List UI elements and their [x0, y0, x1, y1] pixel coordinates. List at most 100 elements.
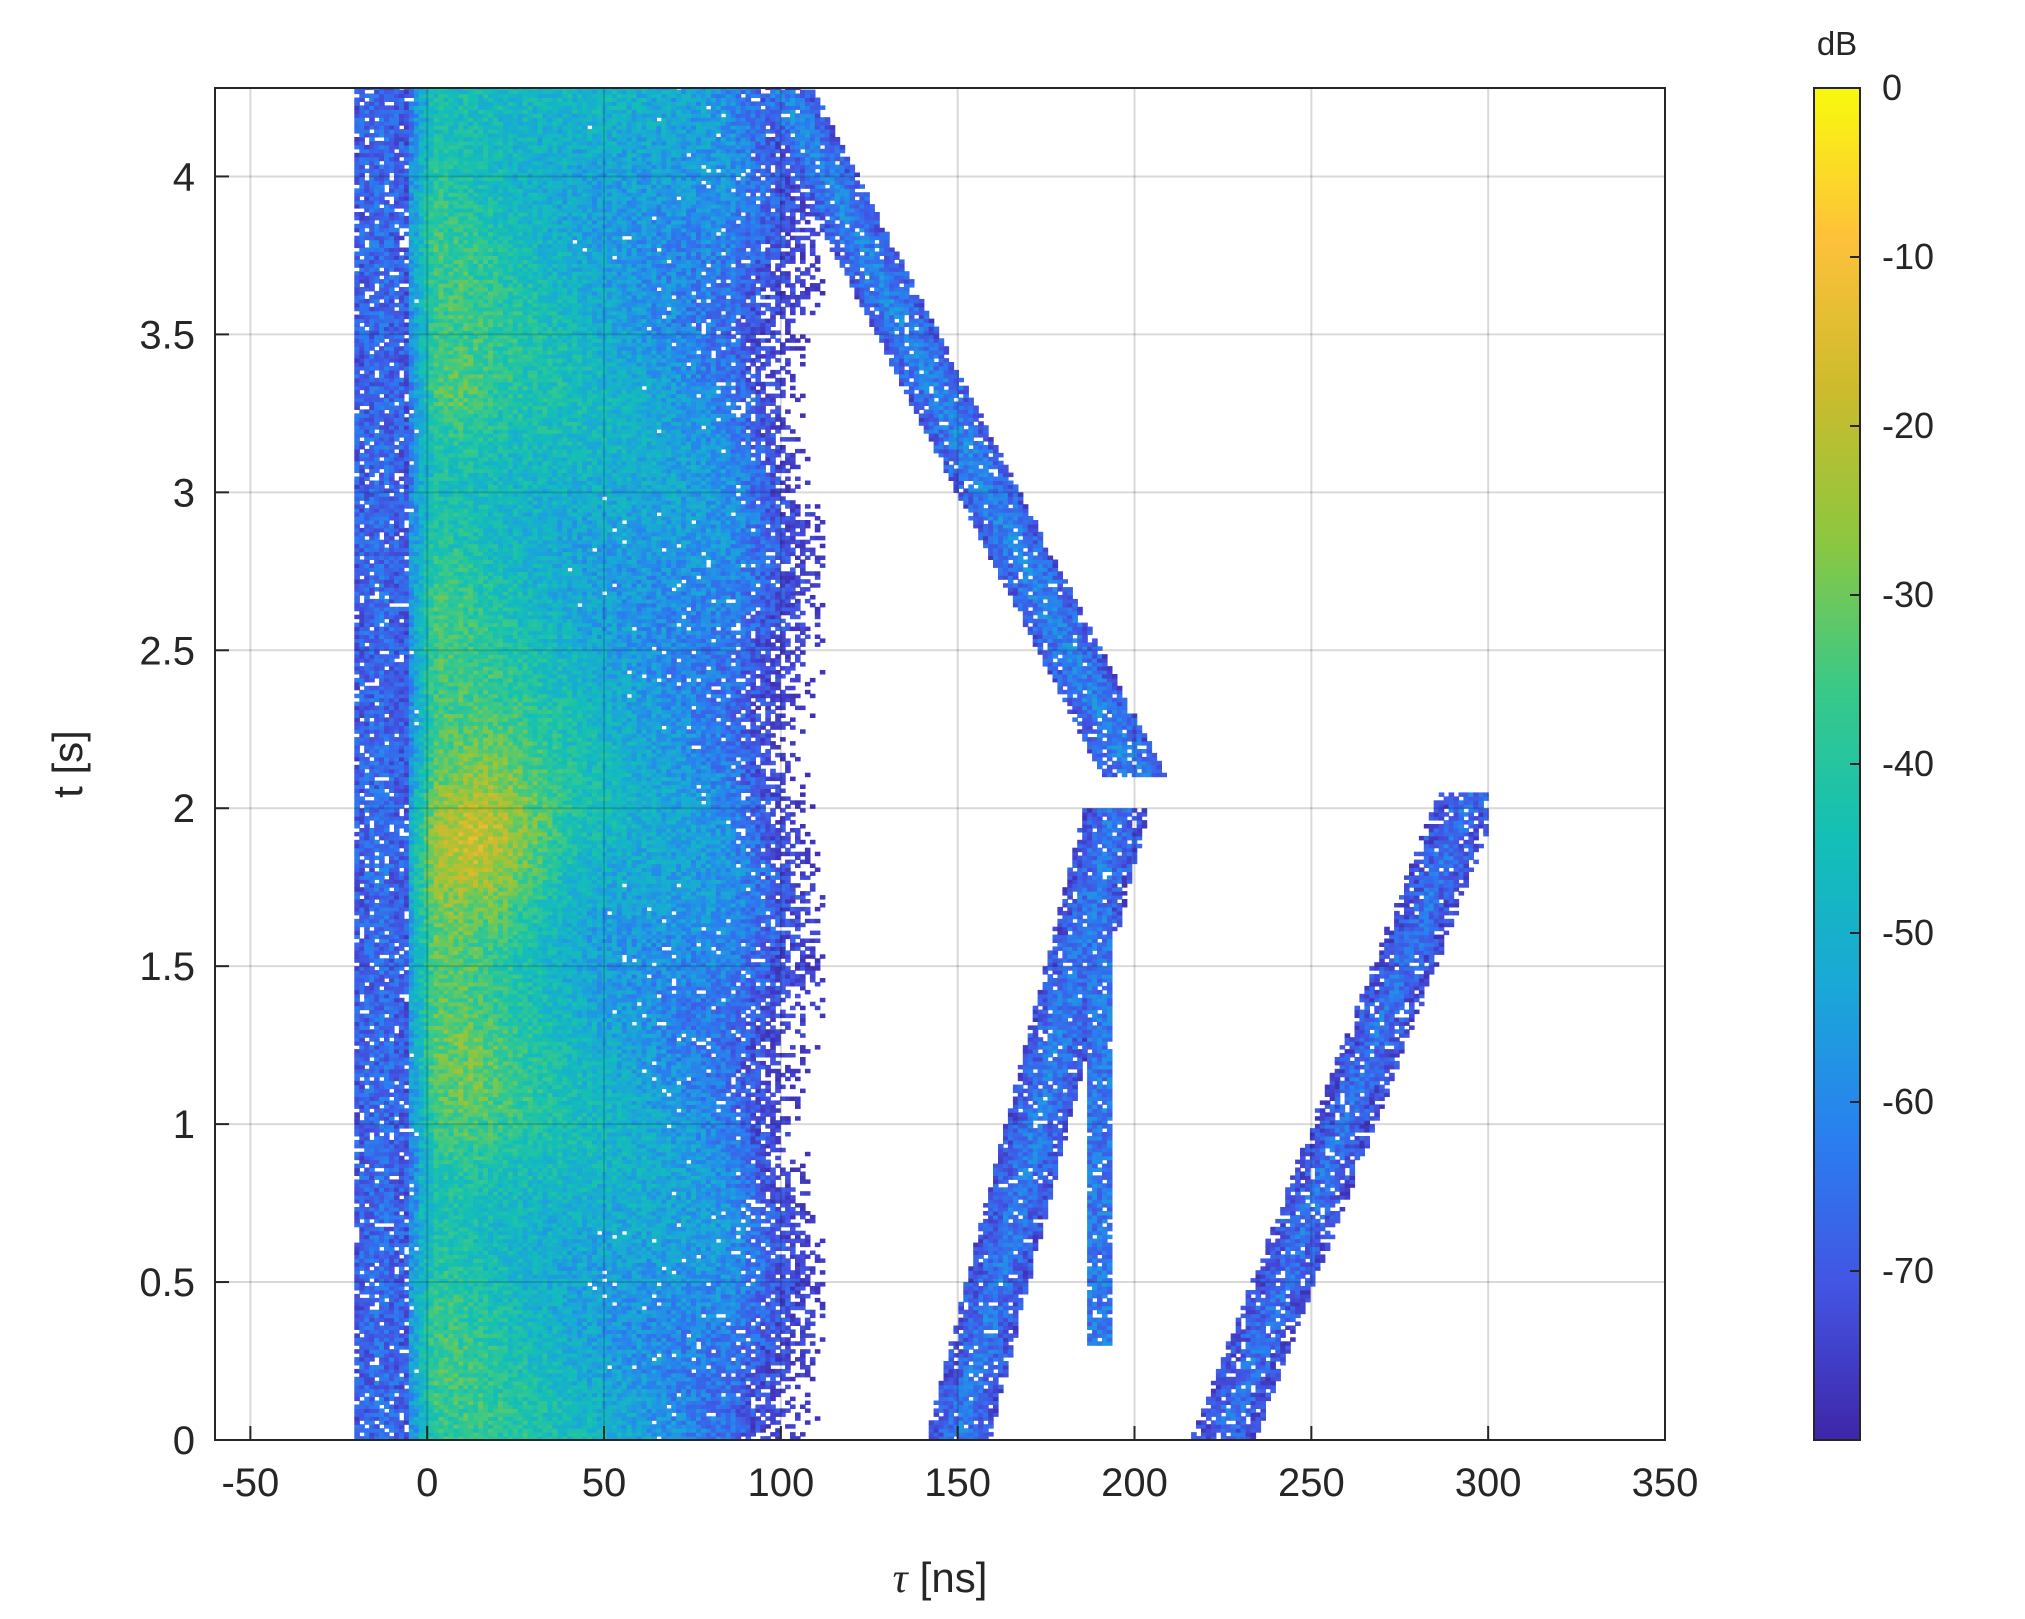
heatmap-cell [1260, 1412, 1266, 1417]
heatmap-cell [795, 1412, 801, 1417]
heatmap-cell [587, 1401, 593, 1406]
heatmap-cell [518, 1420, 524, 1425]
heatmap-cell [612, 1432, 618, 1437]
heatmap-cell [394, 1401, 400, 1406]
heatmap-cell [612, 1412, 618, 1417]
heatmap-cell [627, 1420, 633, 1425]
heatmap-cell [478, 1420, 484, 1425]
heatmap-cell [587, 1408, 593, 1413]
heatmap-cell [770, 1408, 776, 1413]
heatmap-cell [538, 1416, 544, 1421]
heatmap-cell [399, 1420, 405, 1425]
heatmap-cell [488, 1412, 494, 1417]
heatmap-cell [746, 1401, 752, 1406]
heatmap-cell [552, 1416, 558, 1421]
heatmap-cell [755, 1424, 761, 1429]
heatmap-cell [567, 1424, 573, 1429]
heatmap-cell [627, 1424, 633, 1429]
heatmap-cell [444, 1424, 450, 1429]
heatmap-cell [1236, 1412, 1242, 1417]
heatmap-cell [958, 1401, 964, 1406]
heatmap-cell [513, 1408, 519, 1413]
heatmap-cell [473, 1405, 479, 1410]
heatmap-cell [468, 1405, 474, 1410]
heatmap-cell [587, 1405, 593, 1410]
heatmap-cell [741, 1408, 747, 1413]
heatmap-cell [557, 1401, 563, 1406]
heatmap-cell [523, 1412, 529, 1417]
heatmap-cell [409, 1424, 415, 1429]
heatmap-cell [706, 1405, 712, 1410]
heatmap-cell [394, 1416, 400, 1421]
heatmap-cell [958, 1405, 964, 1410]
heatmap-cell [963, 1405, 969, 1410]
heatmap-cell [552, 1432, 558, 1437]
heatmap-cell [934, 1401, 940, 1406]
heatmap-cell [632, 1416, 638, 1421]
heatmap-cell [701, 1432, 707, 1437]
heatmap-cell [419, 1416, 425, 1421]
heatmap-cell [711, 1428, 717, 1433]
heatmap-cell [1236, 1420, 1242, 1425]
heatmap-cell [567, 1432, 573, 1437]
heatmap-cell [632, 1405, 638, 1410]
heatmap-cell [1221, 1408, 1227, 1413]
heatmap-cell [983, 1401, 989, 1406]
heatmap-cell [547, 1428, 553, 1433]
heatmap-cell [552, 1408, 558, 1413]
heatmap-cell [538, 1432, 544, 1437]
heatmap-cell [1201, 1424, 1207, 1429]
heatmap-cell [785, 1408, 791, 1413]
heatmap-cell [503, 1405, 509, 1410]
heatmap-cell [681, 1424, 687, 1429]
heatmap-cell [1201, 1412, 1207, 1417]
heatmap-cell [696, 1412, 702, 1417]
heatmap-cell [1206, 1416, 1212, 1421]
heatmap-cell [661, 1424, 667, 1429]
heatmap-cell [364, 1432, 370, 1437]
heatmap-cell [1221, 1416, 1227, 1421]
heatmap-cell [968, 1420, 974, 1425]
heatmap-cell [404, 1401, 410, 1406]
heatmap-cell [473, 1412, 479, 1417]
heatmap-cell [760, 1408, 766, 1413]
heatmap-cell [696, 1405, 702, 1410]
heatmap-cell [463, 1401, 469, 1406]
heatmap-cell [800, 1405, 806, 1410]
heatmap-cell [597, 1424, 603, 1429]
heatmap-cell [577, 1432, 583, 1437]
heatmap-cell [944, 1432, 950, 1437]
heatmap-cell [1256, 1401, 1262, 1406]
heatmap-cell [815, 1416, 821, 1421]
heatmap-cell [701, 1401, 707, 1406]
heatmap-cell [463, 1424, 469, 1429]
heatmap-cell [770, 1405, 776, 1410]
heatmap-cell [701, 1405, 707, 1410]
heatmap-cell [1251, 1420, 1257, 1425]
heatmap-cell [439, 1405, 445, 1410]
heatmap-cell [978, 1401, 984, 1406]
heatmap-cell [805, 1401, 811, 1406]
heatmap-cell [453, 1424, 459, 1429]
heatmap-cell [1206, 1432, 1212, 1437]
heatmap-cell [765, 1405, 771, 1410]
heatmap-cell [552, 1405, 558, 1410]
heatmap-cell [533, 1401, 539, 1406]
heatmap-cell [755, 1405, 761, 1410]
heatmap-cell [1206, 1424, 1212, 1429]
heatmap-cell [478, 1416, 484, 1421]
heatmap-cell [414, 1416, 420, 1421]
heatmap-cell [528, 1416, 534, 1421]
heatmap-cell [642, 1416, 648, 1421]
heatmap-cell [463, 1412, 469, 1417]
heatmap-cell [721, 1432, 727, 1437]
heatmap-cell [721, 1428, 727, 1433]
heatmap-cell [706, 1424, 712, 1429]
heatmap-cell [597, 1420, 603, 1425]
heatmap-cell [973, 1428, 979, 1433]
heatmap-cell [577, 1412, 583, 1417]
heatmap-cell [963, 1432, 969, 1437]
heatmap-cell [384, 1401, 390, 1406]
heatmap-cell [543, 1405, 549, 1410]
heatmap-cell [597, 1428, 603, 1433]
